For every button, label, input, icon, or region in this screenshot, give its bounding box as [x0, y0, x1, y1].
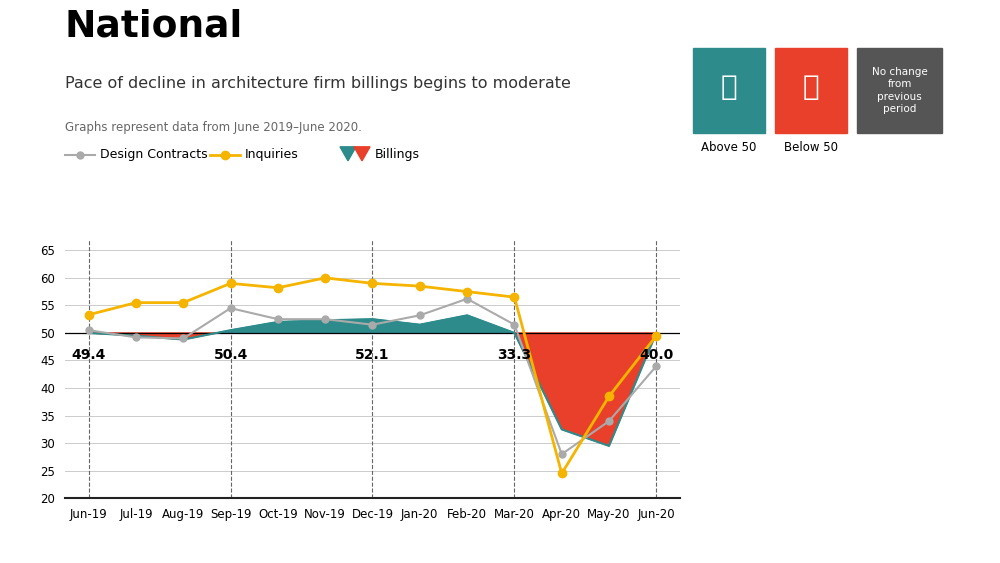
Text: 33.3: 33.3 — [497, 348, 531, 363]
Text: 50.4: 50.4 — [213, 348, 248, 363]
Text: Above 50: Above 50 — [701, 141, 757, 154]
Text: Pace of decline in architecture firm billings begins to moderate: Pace of decline in architecture firm bil… — [65, 76, 571, 91]
Polygon shape — [340, 147, 356, 161]
Text: Below 50: Below 50 — [784, 141, 838, 154]
Text: Inquiries: Inquiries — [245, 148, 299, 162]
Text: 👍: 👍 — [721, 73, 737, 101]
Text: Graphs represent data from June 2019–June 2020.: Graphs represent data from June 2019–Jun… — [65, 121, 362, 134]
Text: 49.4: 49.4 — [71, 348, 106, 363]
Text: 👎: 👎 — [803, 73, 819, 101]
Text: 40.0: 40.0 — [639, 348, 673, 363]
Bar — [775, 48, 847, 133]
Polygon shape — [354, 147, 370, 161]
Text: No change
from
previous
period: No change from previous period — [872, 67, 927, 114]
Text: Design Contracts: Design Contracts — [100, 148, 208, 162]
Bar — [693, 48, 765, 133]
Text: Billings: Billings — [375, 148, 420, 162]
Text: National: National — [65, 8, 243, 44]
Bar — [857, 48, 942, 133]
Text: 52.1: 52.1 — [355, 348, 390, 363]
